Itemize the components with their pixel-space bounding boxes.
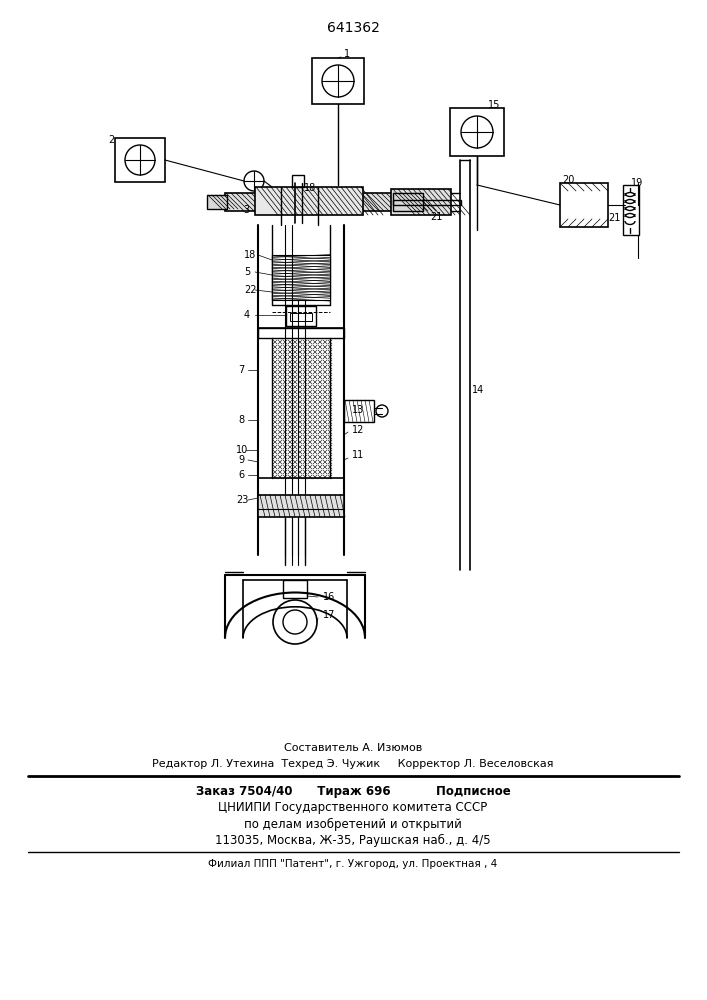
Text: Филиал ППП "Патент", г. Ужгород, ул. Проектная , 4: Филиал ППП "Патент", г. Ужгород, ул. Про…	[209, 859, 498, 869]
Text: 21: 21	[608, 213, 620, 223]
Text: 21: 21	[430, 212, 443, 222]
Text: Редактор Л. Утехина  Техред Э. Чужик     Корректор Л. Веселовская: Редактор Л. Утехина Техред Э. Чужик Корр…	[152, 759, 554, 769]
Bar	[283, 580, 307, 598]
Text: 19: 19	[631, 178, 643, 188]
Text: ЦНИИПИ Государственного комитета СССР: ЦНИИПИ Государственного комитета СССР	[218, 802, 488, 814]
Text: 16: 16	[323, 592, 335, 602]
Text: 2: 2	[108, 135, 115, 145]
Bar	[115, 138, 165, 182]
Text: 5: 5	[244, 267, 250, 277]
Bar	[450, 108, 504, 156]
Bar	[391, 189, 451, 215]
Text: 1: 1	[344, 49, 350, 59]
Bar	[623, 185, 639, 235]
Text: 14: 14	[472, 385, 484, 395]
Text: 7: 7	[238, 365, 244, 375]
Bar	[312, 58, 364, 104]
Text: 18: 18	[304, 183, 316, 193]
Bar	[292, 175, 304, 187]
Bar	[225, 193, 263, 211]
Text: Заказ 7504/40      Тираж 696           Подписное: Заказ 7504/40 Тираж 696 Подписное	[196, 786, 510, 798]
Text: 17: 17	[323, 610, 335, 620]
Text: 3: 3	[243, 205, 249, 215]
Bar	[258, 328, 344, 478]
Bar	[393, 193, 423, 211]
Text: 23: 23	[236, 495, 248, 505]
Bar	[255, 187, 363, 215]
Bar	[258, 495, 344, 517]
Bar	[290, 313, 312, 321]
Text: 12: 12	[352, 425, 364, 435]
Text: 20: 20	[562, 175, 574, 185]
Bar	[560, 183, 608, 227]
Text: 11: 11	[352, 450, 364, 460]
Bar	[258, 328, 344, 338]
Text: Составитель А. Изюмов: Составитель А. Изюмов	[284, 743, 422, 753]
Text: 22: 22	[244, 285, 257, 295]
Text: 10: 10	[236, 445, 248, 455]
Text: 15: 15	[488, 100, 501, 110]
Text: 9: 9	[238, 455, 244, 465]
Text: 641362: 641362	[327, 21, 380, 35]
Text: 113035, Москва, Ж-35, Раушская наб., д. 4/5: 113035, Москва, Ж-35, Раушская наб., д. …	[215, 833, 491, 847]
Bar	[355, 193, 393, 211]
Text: по делам изобретений и открытий: по делам изобретений и открытий	[244, 817, 462, 831]
Polygon shape	[272, 255, 330, 300]
Bar	[393, 200, 461, 205]
Text: 6: 6	[238, 470, 244, 480]
Text: 18: 18	[244, 250, 256, 260]
Bar	[344, 400, 374, 422]
Bar	[286, 306, 316, 326]
Text: 8: 8	[238, 415, 244, 425]
Bar	[207, 195, 227, 209]
Text: 13: 13	[352, 405, 364, 415]
Text: 4: 4	[244, 310, 250, 320]
